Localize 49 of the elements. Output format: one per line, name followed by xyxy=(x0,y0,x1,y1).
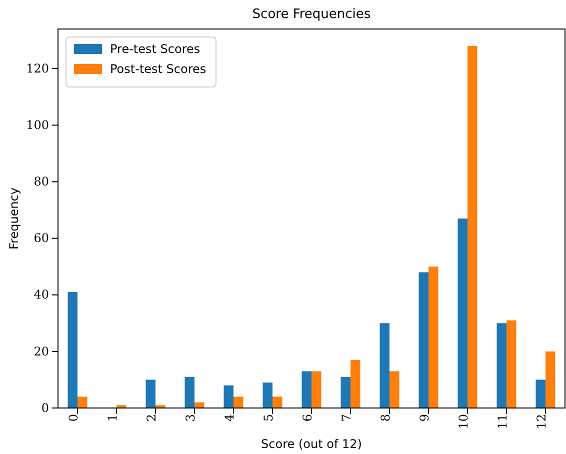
bar xyxy=(262,382,272,408)
x-axis-title: Score (out of 12) xyxy=(261,437,362,451)
bar xyxy=(380,323,390,408)
bar xyxy=(312,371,322,408)
bar xyxy=(78,396,88,408)
bar xyxy=(194,402,204,408)
x-tick-label: 12 xyxy=(534,414,549,430)
y-tick-label: 40 xyxy=(34,288,49,302)
y-tick-label: 100 xyxy=(26,118,49,132)
x-tick-label: 8 xyxy=(378,414,393,422)
bar xyxy=(68,292,78,408)
bar xyxy=(350,360,360,408)
bar xyxy=(146,380,156,408)
x-tick-label: 3 xyxy=(184,414,198,422)
bar xyxy=(340,376,350,408)
y-tick-label: 20 xyxy=(34,344,49,358)
y-tick-label: 120 xyxy=(26,61,49,76)
y-axis-title: Frequency xyxy=(7,188,21,250)
bar xyxy=(546,351,556,408)
x-tick-label: 11 xyxy=(496,414,510,430)
x-tick-label: 7 xyxy=(340,414,354,422)
x-tick-label: 0 xyxy=(66,414,81,422)
bar xyxy=(116,405,126,408)
x-tick-label: 5 xyxy=(262,414,276,422)
bar xyxy=(156,405,166,408)
x-tick-label: 9 xyxy=(418,414,432,422)
x-tick-label: 2 xyxy=(144,414,159,422)
bar xyxy=(302,371,312,408)
x-tick-label: 4 xyxy=(222,414,237,422)
y-tick-label: 80 xyxy=(34,174,49,189)
bar xyxy=(496,323,506,408)
bar xyxy=(390,371,400,408)
x-tick-label: 10 xyxy=(456,414,471,430)
legend-label: Pre-test Scores xyxy=(110,42,200,56)
legend-label: Post-test Scores xyxy=(110,62,206,76)
x-tick-label: 6 xyxy=(300,414,315,422)
bar xyxy=(506,320,516,408)
bar xyxy=(234,396,244,408)
chart-title: Score Frequencies xyxy=(252,7,371,22)
y-tick-label: 60 xyxy=(34,231,49,246)
bar xyxy=(418,272,428,408)
bar xyxy=(536,380,546,408)
bar xyxy=(184,376,194,408)
bar xyxy=(428,266,438,408)
bar xyxy=(224,385,234,408)
bar xyxy=(272,396,282,408)
x-tick-label: 1 xyxy=(106,414,120,422)
bar xyxy=(468,46,478,408)
bar xyxy=(458,218,468,408)
